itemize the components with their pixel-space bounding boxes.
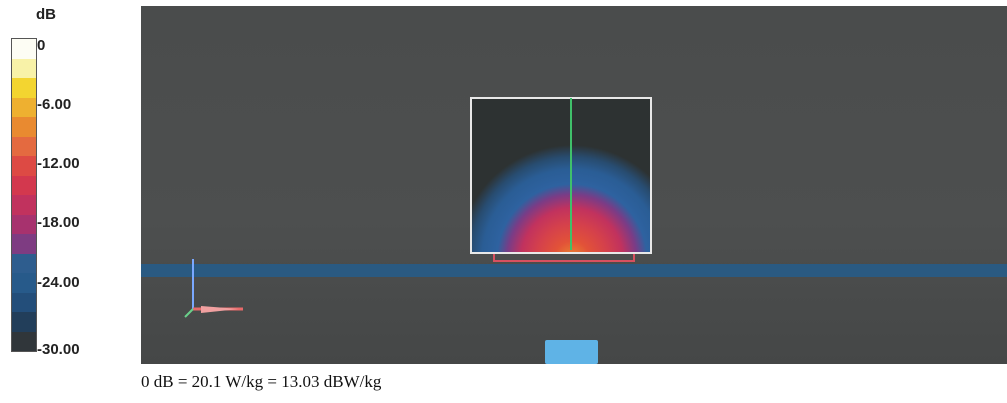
colorbar-segment bbox=[12, 136, 36, 156]
legend-unit: dB bbox=[36, 6, 56, 23]
colorbar-segment bbox=[12, 117, 36, 137]
colorbar-segment bbox=[12, 273, 36, 293]
antenna-outline bbox=[493, 254, 635, 262]
axes-icon bbox=[184, 259, 243, 318]
sar-field-gradient bbox=[472, 99, 650, 252]
colorbar-segment bbox=[12, 312, 36, 332]
caption: 0 dB = 20.1 W/kg = 13.03 dBW/kg bbox=[141, 372, 382, 391]
colorbar-segment bbox=[12, 78, 36, 98]
legend-tick-label: -6.00 bbox=[37, 96, 72, 113]
colorbar-segment bbox=[12, 195, 36, 215]
colorbar-segment bbox=[12, 214, 36, 234]
legend-tick-label: -18.00 bbox=[37, 214, 80, 231]
phantom-band bbox=[141, 264, 1007, 277]
colorbar-segment bbox=[12, 97, 36, 117]
sar-distribution-box bbox=[470, 97, 652, 254]
legend-tick-label: -30.00 bbox=[37, 341, 80, 358]
colorbar bbox=[11, 38, 37, 352]
colorbar-segment bbox=[12, 292, 36, 312]
center-line bbox=[570, 98, 572, 250]
colorbar-segment bbox=[12, 39, 36, 59]
colorbar-segment bbox=[12, 331, 36, 351]
base-marker bbox=[545, 340, 598, 364]
colorbar-segment bbox=[12, 234, 36, 254]
colorbar-segment bbox=[12, 156, 36, 176]
legend-tick-label: -24.00 bbox=[37, 274, 80, 291]
legend-tick-label: 0 bbox=[37, 37, 46, 54]
colorbar-segment bbox=[12, 58, 36, 78]
sar-viewport bbox=[141, 6, 1007, 364]
colorbar-segment bbox=[12, 253, 36, 273]
legend-tick-label: -12.00 bbox=[37, 155, 80, 172]
colorbar-segment bbox=[12, 175, 36, 195]
